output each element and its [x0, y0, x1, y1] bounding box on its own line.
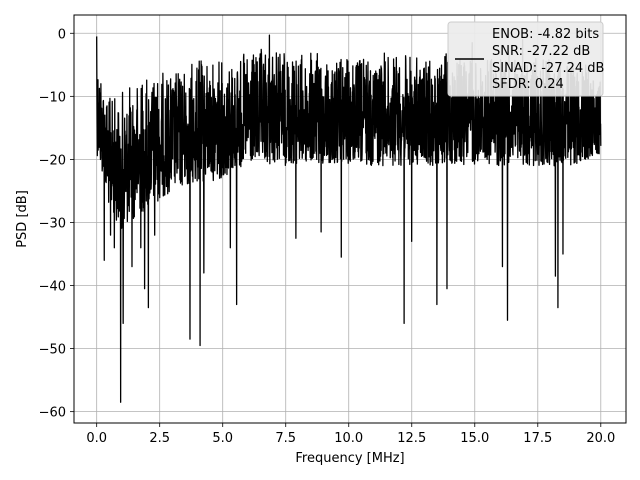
y-axis: 0 −10 −20 −30 −40 −50 −60 [39, 27, 74, 421]
x-tick-label: 10.0 [334, 431, 363, 446]
legend-entry: ENOB: -4.82 bits [492, 27, 599, 42]
legend-entry: SNR: -27.22 dB [492, 44, 590, 59]
x-tick-label: 7.5 [275, 431, 296, 446]
x-tick-label: 12.5 [397, 431, 426, 446]
legend-entry: SINAD: -27.24 dB [492, 61, 604, 76]
y-tick-label: −30 [39, 216, 66, 231]
y-tick-label: −50 [39, 343, 66, 358]
y-tick-label: −10 [39, 90, 66, 105]
x-tick-label: 15.0 [460, 431, 489, 446]
legend: ENOB: -4.82 bits SNR: -27.22 dB SINAD: -… [447, 21, 604, 97]
x-axis-label: Frequency [MHz] [295, 451, 404, 466]
x-tick-label: 17.5 [523, 431, 552, 446]
x-tick-label: 2.5 [149, 431, 170, 446]
axes-frame [73, 14, 627, 424]
y-tick-label: −40 [39, 280, 66, 295]
x-tick-label: 0.0 [86, 431, 107, 446]
x-axis: 0.0 2.5 5.0 7.5 10.0 12.5 15.0 17.5 20.0 [86, 423, 615, 446]
legend-entry: SFDR: 0.24 [492, 77, 564, 92]
y-tick-label: −20 [39, 153, 66, 168]
legend-box [447, 21, 604, 97]
y-tick-label: 0 [58, 27, 66, 42]
x-tick-label: 20.0 [586, 431, 615, 446]
y-axis-label: PSD [dB] [15, 190, 30, 248]
y-tick-label: −60 [39, 406, 66, 421]
x-tick-label: 5.0 [212, 431, 233, 446]
